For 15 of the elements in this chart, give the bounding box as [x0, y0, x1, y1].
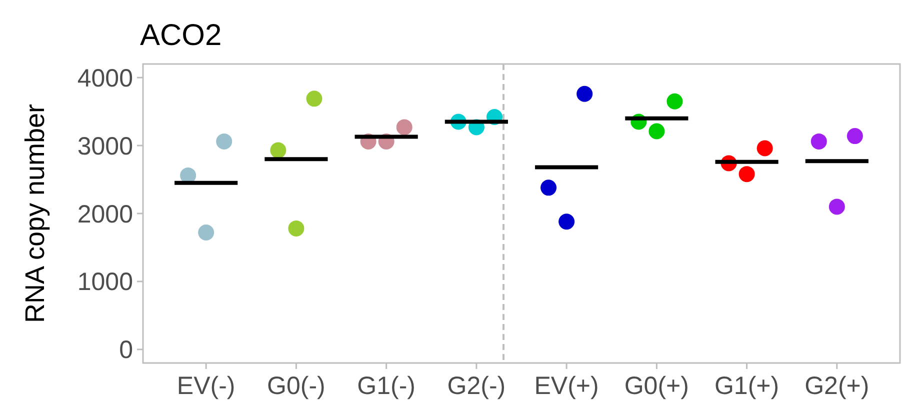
- x-tick-label: G0(-): [267, 372, 326, 400]
- x-tick-label: G1(-): [357, 372, 416, 400]
- y-tick-label: 2000: [77, 200, 133, 228]
- x-tick-label: G2(-): [447, 372, 506, 400]
- chart-title: ACO2: [140, 19, 222, 52]
- x-tick-label: EV(-): [176, 372, 236, 400]
- x-tick-label: G2(+): [804, 372, 870, 400]
- x-tick-label: G1(+): [714, 372, 780, 400]
- y-tick-label: 3000: [77, 132, 133, 160]
- y-tick-label: 4000: [77, 64, 133, 92]
- y-tick-label: 0: [119, 336, 133, 364]
- x-tick-label: G0(+): [624, 372, 689, 400]
- y-tick-label: 1000: [77, 268, 133, 296]
- x-tick-label: EV(+): [534, 372, 599, 400]
- y-axis-title: RNA copy number: [20, 104, 50, 324]
